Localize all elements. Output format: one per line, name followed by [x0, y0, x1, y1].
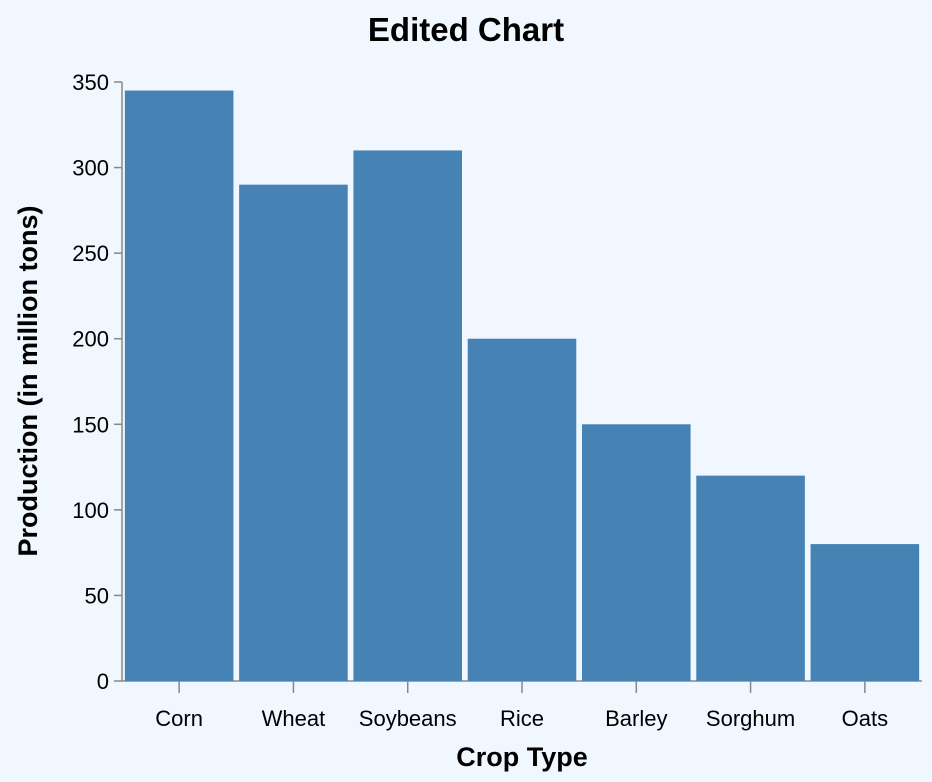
- y-tick-label: 300: [72, 156, 109, 181]
- bar-soybeans: [353, 150, 462, 681]
- bar-barley: [582, 424, 691, 681]
- y-tick-label: 150: [72, 412, 109, 437]
- y-tick-label: 100: [72, 498, 109, 523]
- y-axis-title: Production (in million tons): [13, 206, 43, 557]
- y-tick-label: 50: [85, 583, 109, 608]
- bar-sorghum: [696, 475, 805, 681]
- x-tick-label: Oats: [842, 706, 888, 731]
- x-tick-label: Wheat: [262, 706, 326, 731]
- y-tick-label: 250: [72, 241, 109, 266]
- x-axis: Corn Wheat Soybeans Rice Barley Sorghum Oats: [122, 680, 922, 731]
- x-tick-label: Rice: [500, 706, 544, 731]
- x-tick-label: Soybeans: [359, 706, 457, 731]
- chart-title: Edited Chart: [368, 11, 564, 48]
- y-axis: 0 50 100 150 200 250 300 350: [72, 70, 123, 694]
- y-tick-label: 350: [72, 70, 109, 95]
- bar-wheat: [239, 184, 348, 681]
- y-tick-label: 200: [72, 327, 109, 352]
- x-axis-title: Crop Type: [456, 742, 588, 772]
- bar-rice: [467, 338, 577, 681]
- y-tick-label: 0: [97, 669, 109, 694]
- bars-group: [124, 90, 920, 682]
- bar-oats: [810, 544, 920, 681]
- x-tick-label: Corn: [155, 706, 203, 731]
- bar-corn: [124, 90, 234, 682]
- x-tick-label: Sorghum: [706, 706, 795, 731]
- x-tick-label: Barley: [605, 706, 667, 731]
